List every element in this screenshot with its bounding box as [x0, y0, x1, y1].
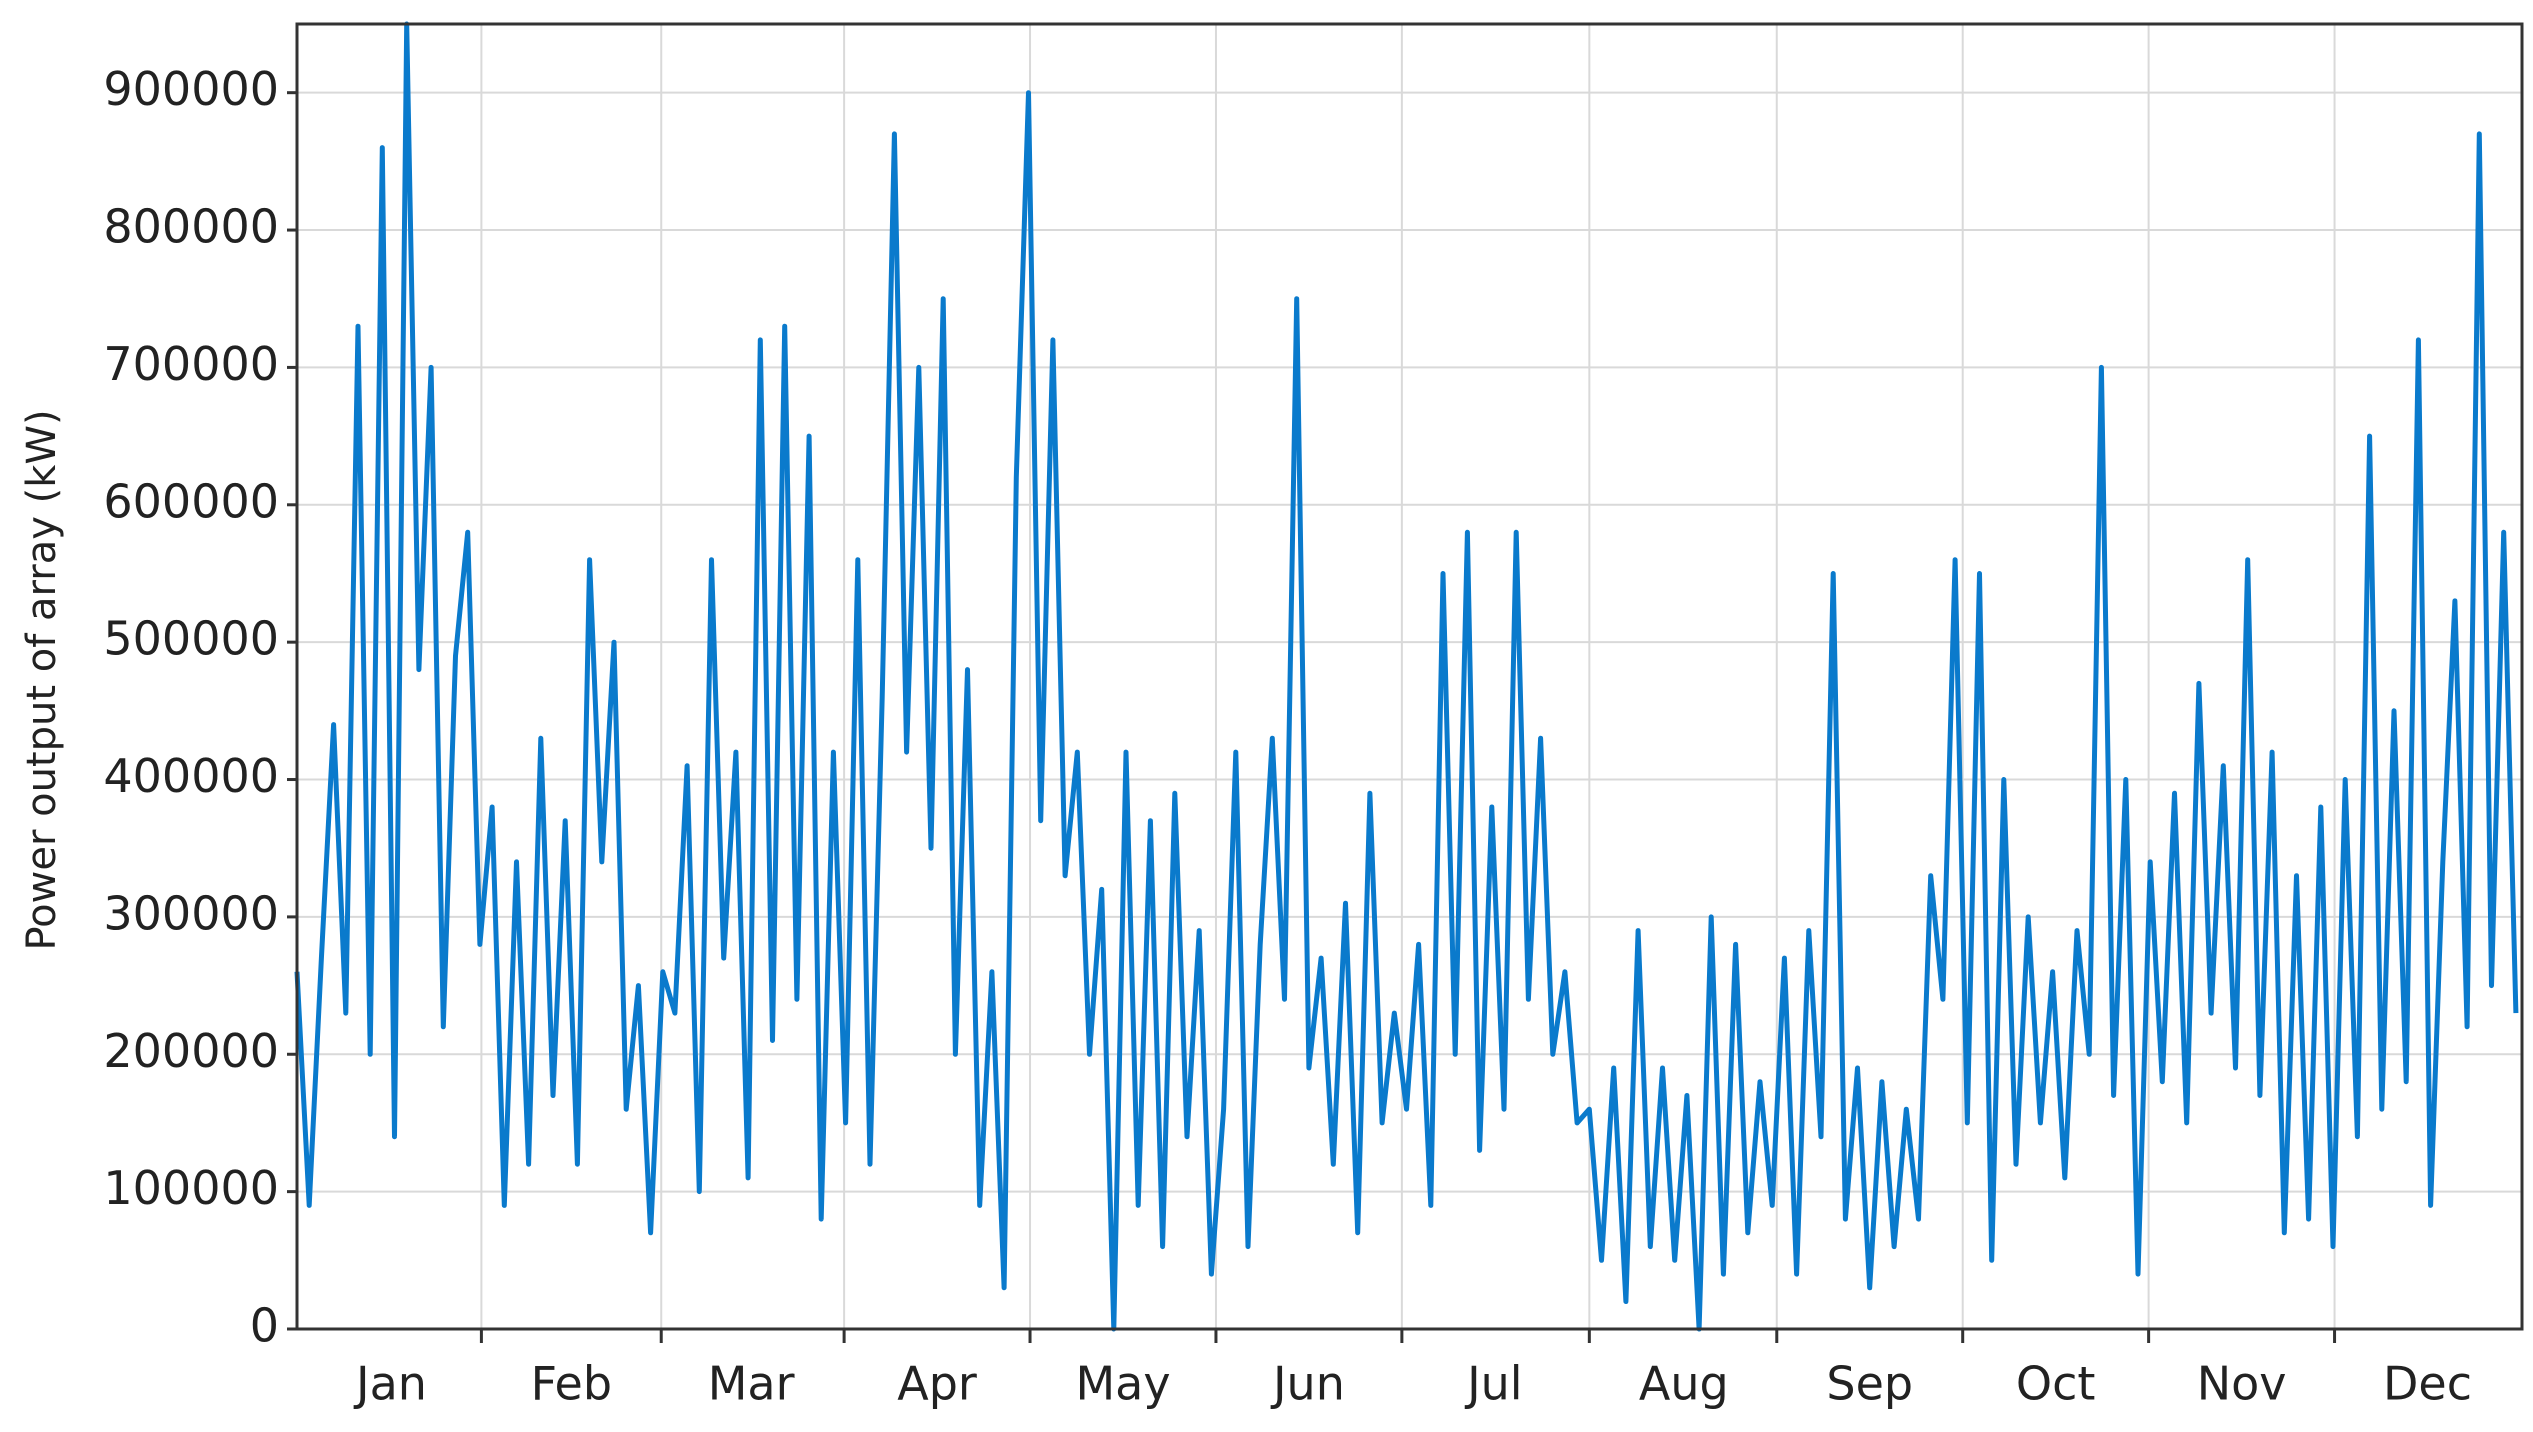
x-tick-label: Nov — [2197, 1357, 2287, 1411]
x-tick-label: Sep — [1826, 1357, 1913, 1411]
y-tick-label: 600000 — [103, 474, 279, 528]
x-tick-label: Jul — [1464, 1357, 1523, 1411]
y-axis-label: Power output of array (kW) — [19, 409, 65, 950]
y-tick-label: 700000 — [103, 337, 279, 391]
x-tick-label: May — [1075, 1357, 1170, 1411]
x-tick-label: Apr — [897, 1357, 977, 1411]
x-tick-label: Jan — [353, 1357, 427, 1411]
y-tick-label: 500000 — [103, 612, 279, 666]
plot-frame — [295, 22, 2524, 1331]
y-tick-label: 800000 — [103, 200, 279, 254]
x-tick-label: Jun — [1270, 1357, 1345, 1411]
y-tick-label: 100000 — [103, 1161, 279, 1215]
x-tick-label: Feb — [531, 1357, 612, 1411]
y-tick-label: 900000 — [103, 62, 279, 116]
y-tick-label: 200000 — [103, 1024, 279, 1078]
data-line — [294, 21, 2519, 1332]
x-tick-label: Aug — [1639, 1357, 1729, 1411]
y-tick-label: 300000 — [103, 886, 279, 940]
x-tick-label: Dec — [2383, 1357, 2472, 1411]
x-tick-label: Mar — [708, 1357, 795, 1411]
y-tick-label: 400000 — [103, 749, 279, 803]
y-tick-label: 0 — [250, 1299, 279, 1353]
x-tick-label: Oct — [2016, 1357, 2096, 1411]
